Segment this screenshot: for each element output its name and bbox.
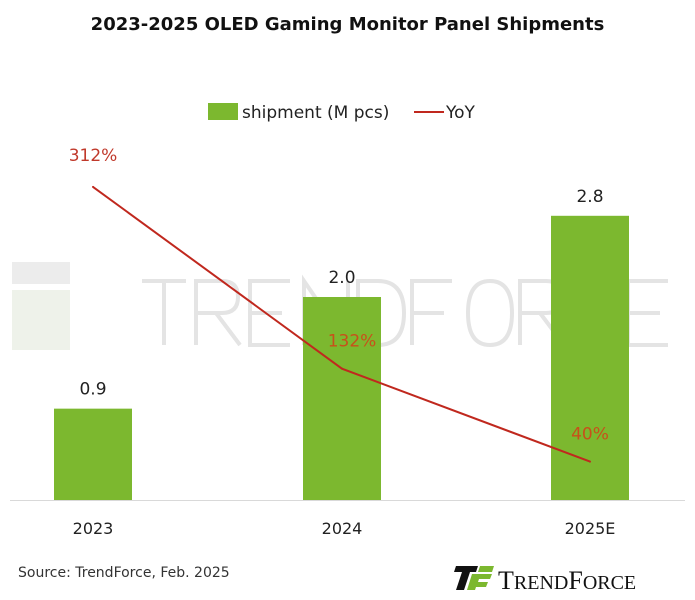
x-tick-label: 2024 bbox=[322, 519, 363, 538]
bar-2024 bbox=[303, 297, 381, 500]
yoy-point bbox=[589, 460, 591, 463]
watermark-logo-mark bbox=[12, 262, 70, 284]
legend-label-shipment: shipment (M pcs) bbox=[242, 103, 389, 123]
watermark-glyph bbox=[194, 279, 242, 347]
source-note: Source: TrendForce, Feb. 2025 bbox=[18, 565, 230, 581]
bar-label: 2.0 bbox=[328, 268, 355, 288]
watermark-glyph bbox=[626, 279, 668, 347]
yoy-point bbox=[341, 367, 343, 370]
yoy-point bbox=[92, 185, 94, 188]
x-tick-label: 2023 bbox=[73, 519, 114, 538]
watermark-glyph bbox=[248, 279, 290, 347]
legend-swatch-shipment bbox=[208, 103, 238, 120]
bar-label: 2.8 bbox=[576, 187, 603, 207]
watermark-glyph bbox=[465, 278, 515, 348]
watermark-logo-mark bbox=[12, 290, 70, 350]
bar-2023 bbox=[54, 408, 132, 500]
svg-text:TRENDFORCE: TRENDFORCE bbox=[498, 566, 636, 594]
watermark-glyph bbox=[410, 279, 452, 345]
chart-title: 2023-2025 OLED Gaming Monitor Panel Ship… bbox=[90, 14, 605, 35]
yoy-label: 312% bbox=[69, 146, 118, 166]
bar-label: 0.9 bbox=[79, 380, 106, 400]
watermark-glyph bbox=[142, 279, 186, 345]
watermark-glyph bbox=[356, 279, 407, 347]
yoy-label: 132% bbox=[328, 332, 377, 352]
bar-2025E bbox=[551, 215, 629, 501]
x-tick-label: 2025E bbox=[565, 519, 616, 538]
yoy-label: 40% bbox=[571, 425, 609, 445]
legend-label-yoy: YoY bbox=[445, 103, 476, 123]
trendforce-logo: TRENDFORCE bbox=[454, 566, 636, 594]
